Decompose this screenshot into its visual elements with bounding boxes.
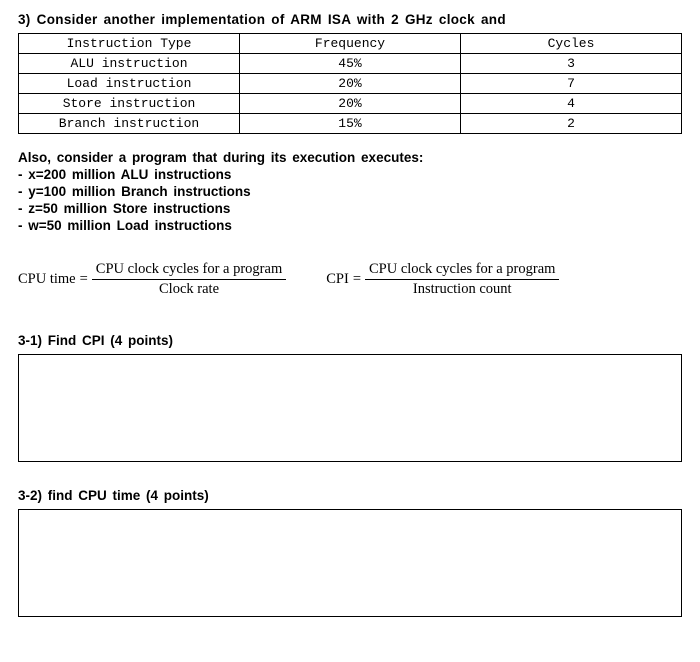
table-row: ALU instruction 45% 3 bbox=[19, 54, 682, 74]
cell: 45% bbox=[240, 54, 461, 74]
equals-sign: = bbox=[353, 271, 361, 288]
fraction-numerator: CPU clock cycles for a program bbox=[365, 261, 559, 280]
program-line: - y=100 million Branch instructions bbox=[18, 184, 682, 199]
cell: 15% bbox=[240, 114, 461, 134]
cell: Load instruction bbox=[19, 74, 240, 94]
cell: ALU instruction bbox=[19, 54, 240, 74]
fraction-numerator: CPU clock cycles for a program bbox=[92, 261, 286, 280]
cell: Store instruction bbox=[19, 94, 240, 114]
table-row: Store instruction 20% 4 bbox=[19, 94, 682, 114]
table-row: Instruction Type Frequency Cycles bbox=[19, 34, 682, 54]
program-line: - w=50 million Load instructions bbox=[18, 218, 682, 233]
table-row: Branch instruction 15% 2 bbox=[19, 114, 682, 134]
cell: Branch instruction bbox=[19, 114, 240, 134]
question-number: 3) bbox=[18, 12, 31, 27]
cell: 7 bbox=[461, 74, 682, 94]
table-row: Load instruction 20% 7 bbox=[19, 74, 682, 94]
formula-cpu-time: CPU time = CPU clock cycles for a progra… bbox=[18, 261, 286, 297]
question-heading-text: Consider another implementation of ARM I… bbox=[37, 12, 506, 27]
program-intro: Also, consider a program that during its… bbox=[18, 150, 682, 165]
equals-sign: = bbox=[80, 271, 88, 288]
answer-box bbox=[18, 509, 682, 617]
question-heading: 3) Consider another implementation of AR… bbox=[18, 12, 682, 27]
formula-lhs: CPI bbox=[326, 271, 349, 288]
program-line: - z=50 million Store instructions bbox=[18, 201, 682, 216]
formula-cpi: CPI = CPU clock cycles for a program Ins… bbox=[326, 261, 559, 297]
answer-box bbox=[18, 354, 682, 462]
col-header-cycles: Cycles bbox=[461, 34, 682, 54]
subquestion-label: 3-2) find CPU time (4 points) bbox=[18, 488, 682, 503]
col-header-type: Instruction Type bbox=[19, 34, 240, 54]
instruction-table: Instruction Type Frequency Cycles ALU in… bbox=[18, 33, 682, 134]
fraction: CPU clock cycles for a program Instructi… bbox=[365, 261, 559, 297]
program-line: - x=200 million ALU instructions bbox=[18, 167, 682, 182]
cell: 20% bbox=[240, 94, 461, 114]
subquestion-label: 3-1) Find CPI (4 points) bbox=[18, 333, 682, 348]
cell: 4 bbox=[461, 94, 682, 114]
cell: 20% bbox=[240, 74, 461, 94]
formula-lhs: CPU time bbox=[18, 271, 76, 288]
formula-row: CPU time = CPU clock cycles for a progra… bbox=[18, 261, 682, 297]
cell: 3 bbox=[461, 54, 682, 74]
fraction-denominator: Instruction count bbox=[409, 280, 516, 298]
cell: 2 bbox=[461, 114, 682, 134]
col-header-frequency: Frequency bbox=[240, 34, 461, 54]
fraction-denominator: Clock rate bbox=[155, 280, 223, 298]
fraction: CPU clock cycles for a program Clock rat… bbox=[92, 261, 286, 297]
